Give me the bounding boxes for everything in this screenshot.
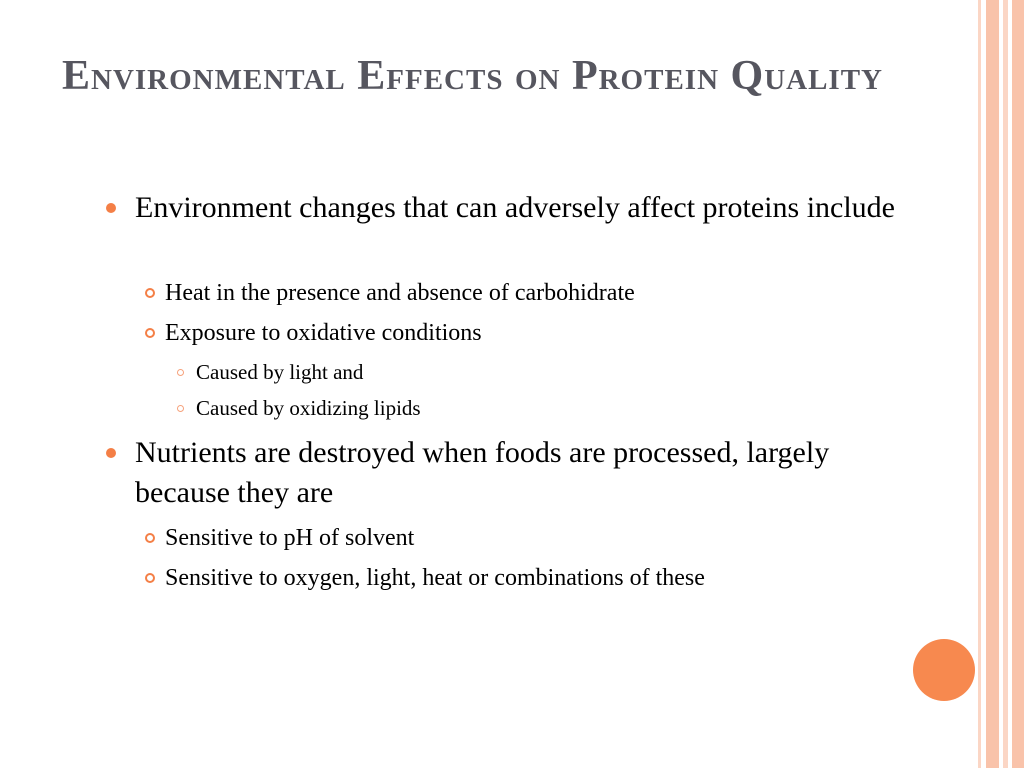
bullet-text: Heat in the presence and absence of carb… <box>165 280 635 306</box>
bullet-text: Sensitive to pH of solvent <box>165 525 415 551</box>
stripe <box>1012 0 1024 768</box>
bullet-text: Caused by oxidizing lipids <box>196 396 421 420</box>
stripe <box>978 0 981 768</box>
stripe <box>986 0 999 768</box>
bullet <box>145 573 155 583</box>
bullet-text: Nutrients are destroyed when foods are p… <box>135 436 830 509</box>
bullet-text: Caused by light and <box>196 360 364 384</box>
bullet <box>177 405 184 412</box>
bullet-text: Environment changes that can adversely a… <box>135 191 895 224</box>
bullet-text: Sensitive to oxygen, light, heat or comb… <box>165 565 705 591</box>
stripe <box>1003 0 1008 768</box>
bullet-text: Exposure to oxidative conditions <box>165 320 482 346</box>
bullet <box>177 369 184 376</box>
bullet <box>106 203 116 213</box>
slide-title: Environmental Effects on Protein Quality <box>62 53 883 99</box>
bullet <box>145 328 155 338</box>
orange-circle <box>913 639 975 701</box>
bullet <box>145 533 155 543</box>
bullet <box>106 448 116 458</box>
bullet <box>145 288 155 298</box>
